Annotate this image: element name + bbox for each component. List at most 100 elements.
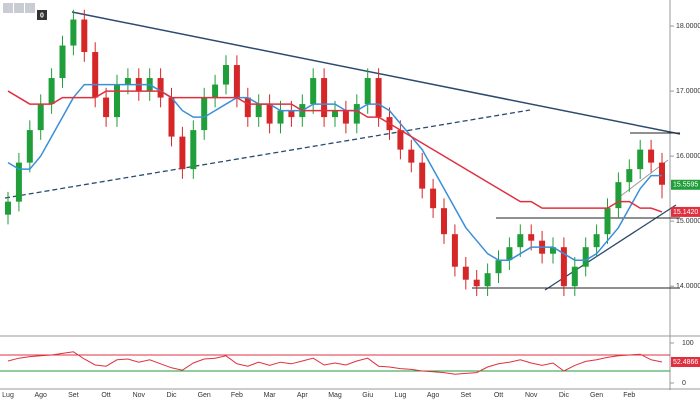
trendline: [4, 109, 531, 199]
candle-body: [495, 260, 502, 274]
x-tick-label: Ago: [34, 392, 47, 399]
x-tick-label: Nov: [525, 392, 538, 399]
x-tick-label: Ott: [101, 392, 110, 399]
candle-body: [223, 65, 229, 85]
badge-box[interactable]: [37, 10, 47, 20]
candle-body: [124, 78, 131, 85]
x-tick-label: Mag: [328, 392, 342, 399]
candle-body: [462, 266, 469, 280]
candle-body: [48, 78, 55, 105]
x-tick-label: Dic: [559, 392, 570, 399]
candle-body: [441, 208, 447, 235]
x-tick-label: Apr: [297, 392, 309, 399]
trendline: [71, 11, 681, 135]
candle-body: [528, 234, 535, 241]
candle-body: [70, 19, 77, 46]
candle-body: [659, 162, 665, 185]
candle-body: [244, 97, 251, 118]
y-tick-label: 18.0000: [676, 23, 700, 30]
candle-body: [92, 52, 99, 98]
candle-body: [342, 110, 349, 124]
candle-body: [59, 45, 66, 79]
candle-body: [364, 78, 371, 105]
candle-body: [408, 149, 415, 163]
candle-body: [266, 104, 273, 124]
candle-body: [353, 104, 360, 124]
tool-icon[interactable]: [3, 3, 13, 13]
tool-icon[interactable]: [25, 3, 35, 13]
y-tick-label: 14.0000: [676, 283, 700, 290]
rsi-tick-label: 0: [682, 380, 686, 387]
candle-body: [114, 84, 120, 118]
candle-body: [310, 78, 317, 105]
candle-body: [582, 247, 589, 267]
candle-body: [5, 201, 11, 215]
candle-body: [103, 97, 110, 118]
candle-body: [604, 208, 611, 235]
candle-body: [157, 78, 164, 98]
candle-body: [506, 247, 513, 261]
rsi-tick-label: 100: [682, 340, 694, 347]
rsi-label-box: [671, 357, 700, 368]
ma-label-box: [671, 206, 700, 217]
badge: 0: [40, 12, 44, 19]
candle-body: [288, 110, 295, 118]
candle-body: [212, 84, 219, 98]
candle-body: [37, 104, 44, 131]
candle-body: [637, 149, 644, 170]
candle-body: [451, 234, 458, 267]
candle-body: [615, 182, 622, 209]
candle-body: [190, 130, 197, 170]
tool-icon[interactable]: [14, 3, 24, 13]
candle-body: [560, 247, 567, 287]
candle-body: [179, 136, 186, 170]
candle-body: [648, 149, 655, 163]
candle-body: [484, 273, 491, 287]
trendlines: [4, 11, 681, 291]
x-tick-label: Dic: [166, 392, 177, 399]
candle-body: [550, 247, 556, 254]
candle-body: [277, 110, 284, 124]
price-label-box: [671, 179, 700, 190]
candle-body: [168, 97, 175, 137]
candle-body: [517, 234, 524, 248]
candle-body: [375, 78, 382, 118]
x-tick-label: Ago: [427, 392, 440, 399]
x-tick-label: Set: [461, 392, 472, 399]
rsi-line: [7, 351, 663, 375]
candle-body: [397, 130, 404, 150]
candle-body: [332, 110, 338, 118]
x-tick-label: Ott: [494, 392, 503, 399]
x-tick-label: Giu: [362, 392, 373, 399]
price-label: 15.5595: [673, 182, 698, 189]
x-tick-label: Gen: [590, 392, 603, 399]
x-tick-label: Feb: [231, 392, 243, 399]
ma-label: 15.1420: [673, 209, 698, 216]
candle-body: [593, 234, 600, 248]
candle-body: [201, 97, 208, 131]
candle-body: [81, 19, 88, 53]
x-tick-label: Mar: [264, 392, 277, 399]
candle-body: [255, 104, 262, 118]
candle-body: [233, 65, 240, 98]
candle-body: [626, 169, 633, 183]
x-tick-label: Gen: [198, 392, 211, 399]
x-tick-label: Feb: [623, 392, 635, 399]
x-tick-label: Nov: [133, 392, 146, 399]
x-tick-label: Lug: [395, 392, 407, 399]
candle-body: [430, 188, 437, 209]
x-tick-label: Set: [68, 392, 79, 399]
moving-average: [7, 90, 663, 213]
candle-body: [26, 130, 33, 163]
y-tick-label: 16.0000: [676, 153, 700, 160]
toolbar: 0: [3, 3, 47, 20]
candle-body: [15, 162, 22, 202]
moving-average: [7, 83, 662, 261]
candle-body: [571, 266, 578, 287]
candle-body: [419, 162, 426, 189]
rsi-label: 52.4866: [673, 359, 698, 366]
candle-body: [321, 78, 328, 118]
candle-body: [473, 279, 480, 287]
